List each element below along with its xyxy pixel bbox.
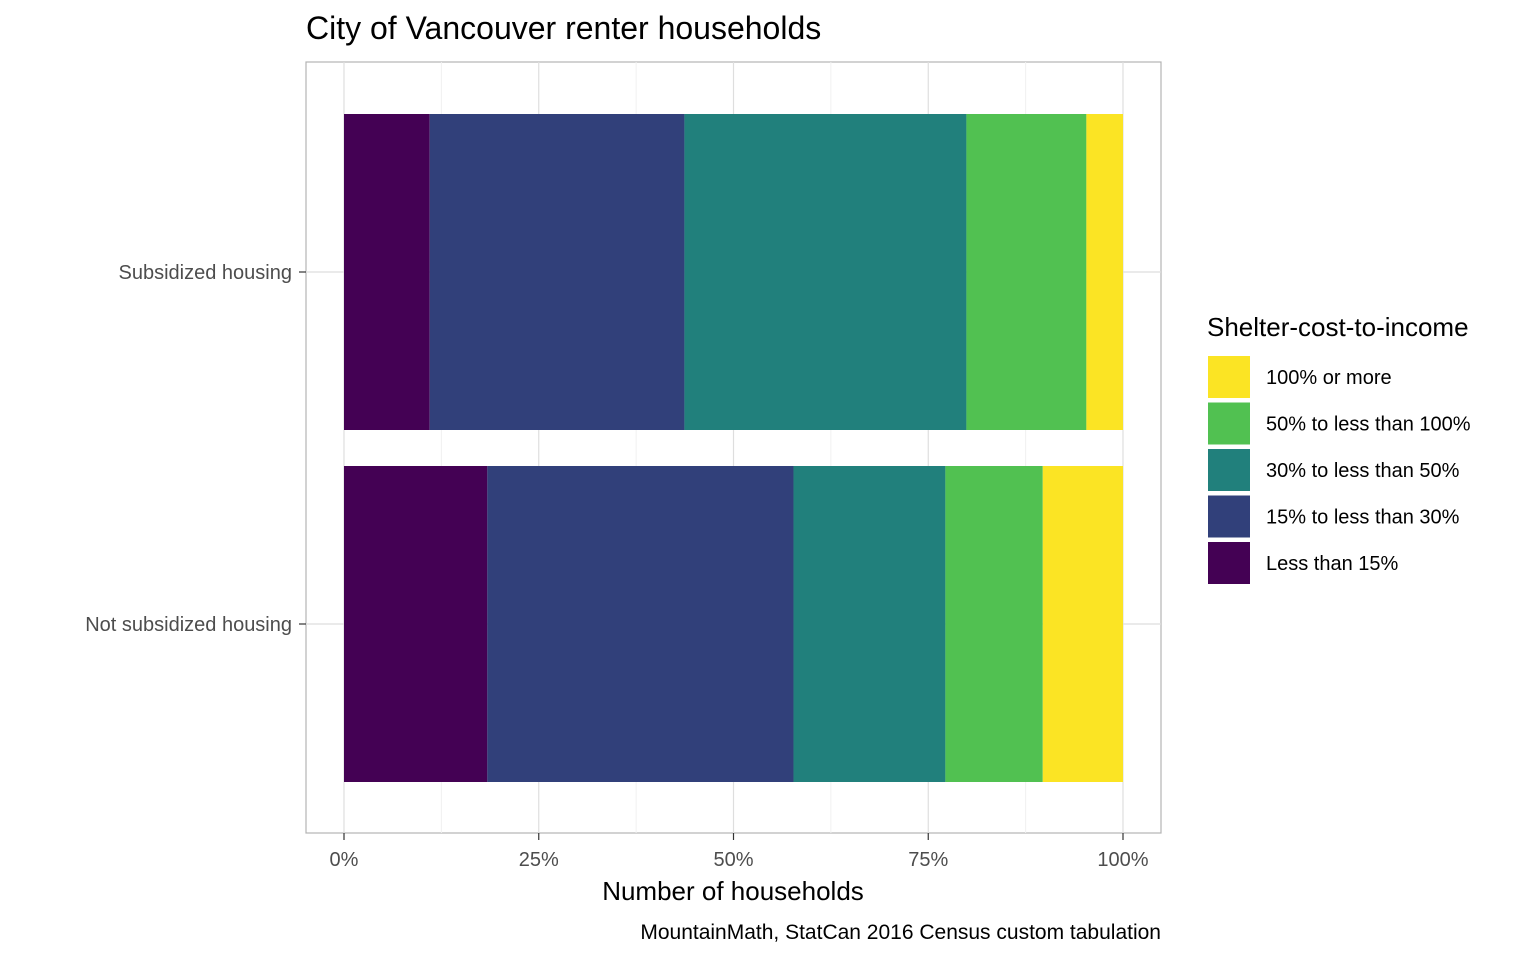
- x-tick-label: 0%: [330, 849, 359, 871]
- bar-segment: [684, 114, 967, 430]
- legend-title: Shelter-cost-to-income: [1207, 312, 1469, 342]
- x-tick-label: 75%: [908, 849, 948, 871]
- y-tick-label: Subsidized housing: [119, 262, 292, 284]
- x-tick-label: 100%: [1097, 849, 1148, 871]
- legend-swatch: [1208, 495, 1250, 538]
- axes: 0% 25% 50% 75% 100% Subsidized housing Not sub…: [85, 262, 1149, 871]
- legend-label: Less than 15%: [1266, 553, 1399, 575]
- legend-swatch: [1208, 542, 1250, 584]
- bar-segment: [1042, 466, 1123, 782]
- legend-label: 50% to less than 100%: [1266, 414, 1471, 436]
- bar-segment: [966, 114, 1087, 430]
- legend-label: 100% or more: [1266, 367, 1392, 389]
- bar-segment: [1086, 114, 1123, 430]
- bar-segment: [487, 466, 794, 782]
- bars: [344, 114, 1123, 782]
- bar-segment: [344, 114, 430, 430]
- bar-segment: [344, 466, 488, 782]
- bar-segment: [945, 466, 1043, 782]
- chart-title: City of Vancouver renter households: [306, 10, 821, 46]
- bar-segment: [793, 466, 946, 782]
- y-tick-label: Not subsidized housing: [85, 614, 292, 636]
- bar-segment: [429, 114, 685, 430]
- legend-swatch: [1208, 356, 1250, 398]
- legend-swatch: [1208, 449, 1250, 491]
- x-tick-label: 50%: [713, 849, 753, 871]
- legend-swatch: [1208, 402, 1250, 445]
- x-axis-title: Number of households: [602, 876, 864, 906]
- legend-label: 30% to less than 50%: [1266, 460, 1460, 482]
- legend: 100% or more 50% to less than 100% 30% to …: [1208, 356, 1471, 584]
- legend-label: 15% to less than 30%: [1266, 507, 1460, 529]
- x-tick-label: 25%: [519, 849, 559, 871]
- chart-caption: MountainMath, StatCan 2016 Census custom…: [640, 921, 1161, 944]
